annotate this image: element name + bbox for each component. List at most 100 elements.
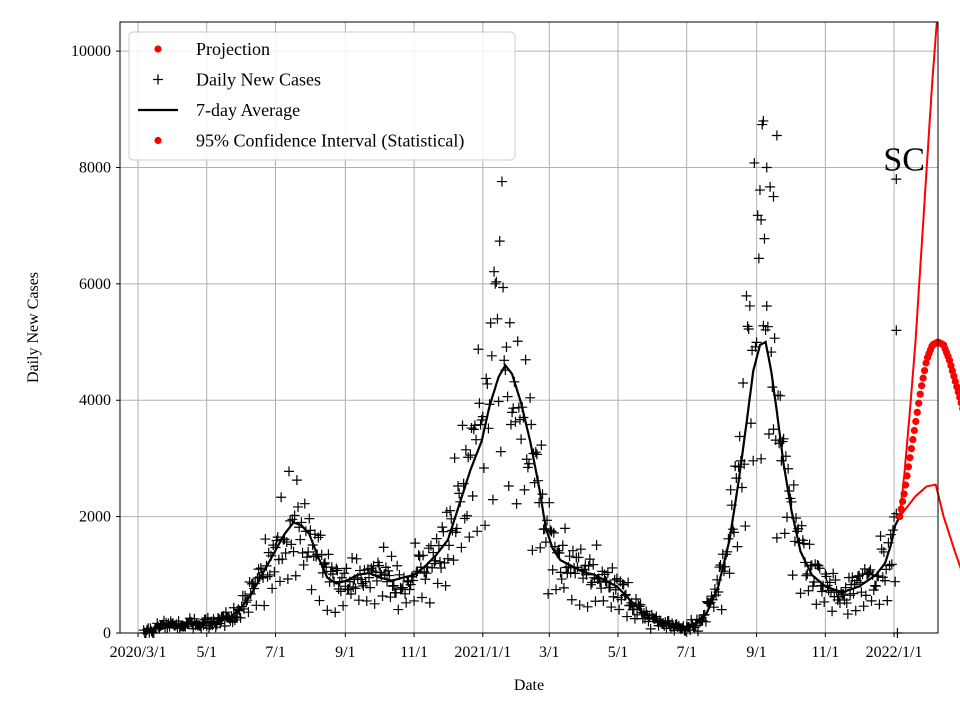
daily-case-point	[388, 580, 399, 591]
daily-case-point	[455, 496, 466, 507]
daily-case-point	[596, 583, 607, 594]
daily-case-point	[325, 566, 336, 577]
daily-case-point	[487, 494, 498, 505]
daily-case-point	[364, 572, 375, 583]
daily-case-point	[558, 582, 569, 593]
daily-case-point	[557, 540, 568, 551]
daily-case-point	[225, 615, 236, 626]
daily-case-point	[814, 563, 825, 574]
daily-case-point	[524, 458, 534, 469]
daily-case-point	[802, 568, 813, 579]
daily-case-point	[537, 489, 548, 500]
daily-case-point	[724, 568, 735, 579]
daily-case-point	[286, 539, 297, 550]
daily-case-point	[431, 533, 442, 544]
daily-case-point	[270, 542, 281, 553]
daily-case-point	[285, 515, 296, 526]
daily-case-point	[786, 496, 797, 507]
daily-case-point	[332, 565, 343, 576]
legend-label: 7-day Average	[196, 100, 300, 120]
daily-case-point	[477, 411, 488, 422]
daily-case-point	[828, 568, 839, 579]
daily-case-point	[617, 579, 628, 590]
daily-case-point	[721, 549, 732, 560]
daily-case-point	[433, 540, 444, 551]
daily-case-point	[824, 577, 835, 588]
daily-case-point	[462, 510, 473, 521]
daily-case-point	[469, 420, 480, 431]
projection-point	[954, 388, 960, 396]
daily-case-point	[761, 300, 772, 311]
daily-case-point	[404, 584, 415, 595]
projection-point	[922, 359, 930, 367]
daily-case-point	[739, 459, 750, 470]
daily-case-point	[276, 492, 287, 503]
region-label: SC	[883, 141, 925, 178]
daily-case-point	[158, 615, 169, 626]
daily-case-point	[294, 522, 305, 533]
daily-case-point	[255, 563, 266, 574]
daily-case-point	[369, 598, 380, 609]
daily-case-point	[791, 513, 802, 524]
legend-box	[128, 31, 516, 161]
daily-case-point	[253, 564, 264, 575]
daily-case-point	[566, 594, 577, 605]
daily-case-point	[882, 595, 893, 606]
daily-case-point	[547, 564, 558, 575]
daily-case-point	[803, 585, 814, 596]
legend-plus-marker	[153, 74, 163, 85]
daily-case-point	[866, 595, 877, 606]
daily-case-point	[511, 498, 522, 509]
daily-case-point	[782, 512, 793, 523]
x-axis-label: Date	[514, 677, 544, 694]
projection-point	[913, 408, 921, 416]
daily-case-point	[534, 497, 545, 508]
daily-case-point	[465, 450, 476, 461]
daily-case-point	[708, 602, 719, 613]
daily-case-point	[241, 597, 252, 608]
daily-case-point	[878, 546, 889, 557]
daily-case-point	[700, 616, 711, 627]
daily-case-point	[884, 560, 895, 571]
x-tick-label: 11/1	[811, 644, 839, 661]
projection-point	[904, 463, 913, 471]
x-tick-label: 2021/1/1	[454, 644, 511, 661]
daily-case-point	[453, 481, 464, 492]
daily-case-point	[339, 568, 350, 579]
daily-case-point	[736, 482, 747, 493]
daily-case-point	[525, 392, 536, 403]
daily-case-point	[553, 545, 564, 556]
daily-case-point	[871, 581, 882, 592]
x-tick-label: 11/1	[400, 644, 428, 661]
daily-case-point	[606, 602, 617, 613]
daily-case-point	[741, 290, 752, 301]
daily-case-point	[744, 300, 755, 311]
daily-case-point	[720, 561, 731, 572]
daily-case-point	[502, 391, 513, 402]
daily-case-point	[546, 526, 557, 537]
daily-case-point	[311, 551, 322, 562]
daily-case-point	[322, 605, 333, 616]
daily-case-point	[304, 513, 315, 524]
daily-case-point	[448, 555, 459, 566]
daily-case-point	[338, 600, 349, 611]
daily-case-point	[303, 547, 314, 558]
daily-case-point	[771, 130, 782, 141]
daily-case-point	[400, 588, 411, 599]
daily-case-point	[853, 571, 864, 582]
x-tick-label: 9/1	[746, 644, 766, 661]
daily-case-point	[734, 431, 745, 442]
daily-case-point	[855, 577, 866, 588]
projection-point	[957, 399, 960, 407]
daily-case-point	[759, 233, 770, 244]
daily-case-point	[295, 534, 306, 545]
daily-case-point	[438, 526, 449, 537]
daily-case-point	[269, 566, 280, 577]
daily-case-point	[827, 606, 838, 617]
daily-case-point	[504, 317, 515, 328]
daily-case-point	[749, 157, 760, 168]
daily-case-point	[296, 517, 307, 528]
daily-case-point	[348, 582, 359, 593]
daily-case-point	[265, 550, 276, 561]
